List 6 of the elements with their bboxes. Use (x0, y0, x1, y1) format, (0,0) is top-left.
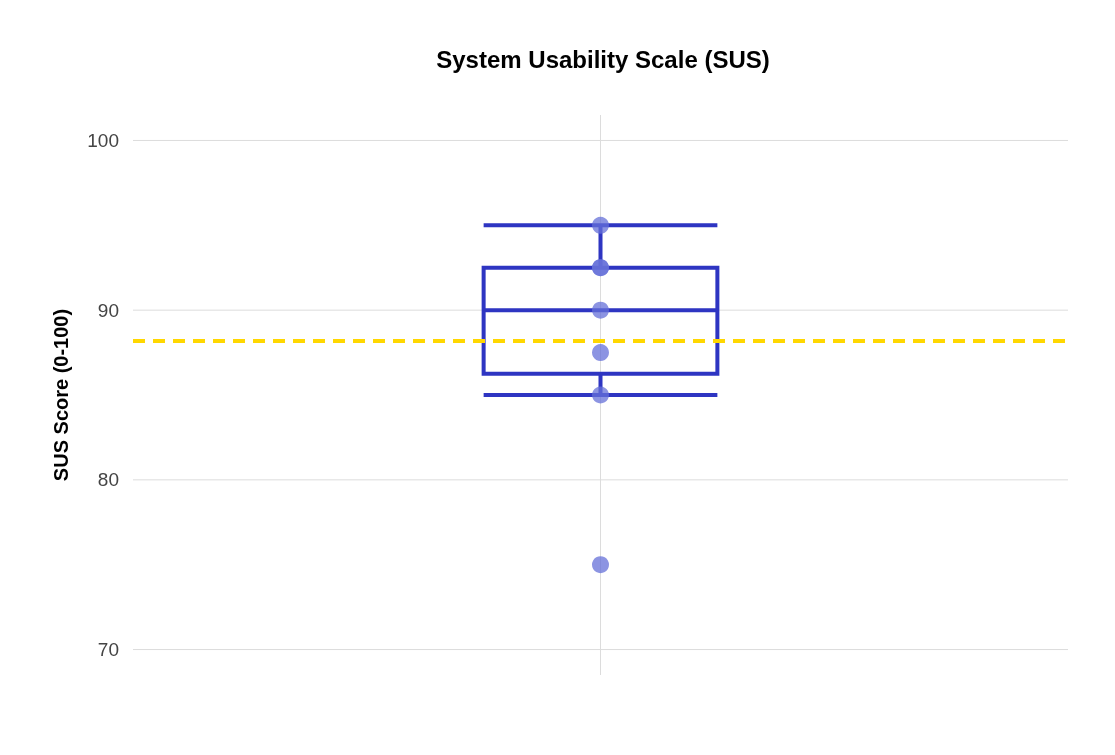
y-axis-title: SUS Score (0-100) (50, 308, 72, 482)
chart-title: System Usability Scale (SUS) (436, 45, 770, 73)
y-tick-label: 80 (97, 469, 119, 491)
y-tick-label: 70 (97, 639, 119, 661)
y-tick-label: 100 (87, 129, 119, 151)
y-tick-label: 90 (97, 299, 119, 321)
